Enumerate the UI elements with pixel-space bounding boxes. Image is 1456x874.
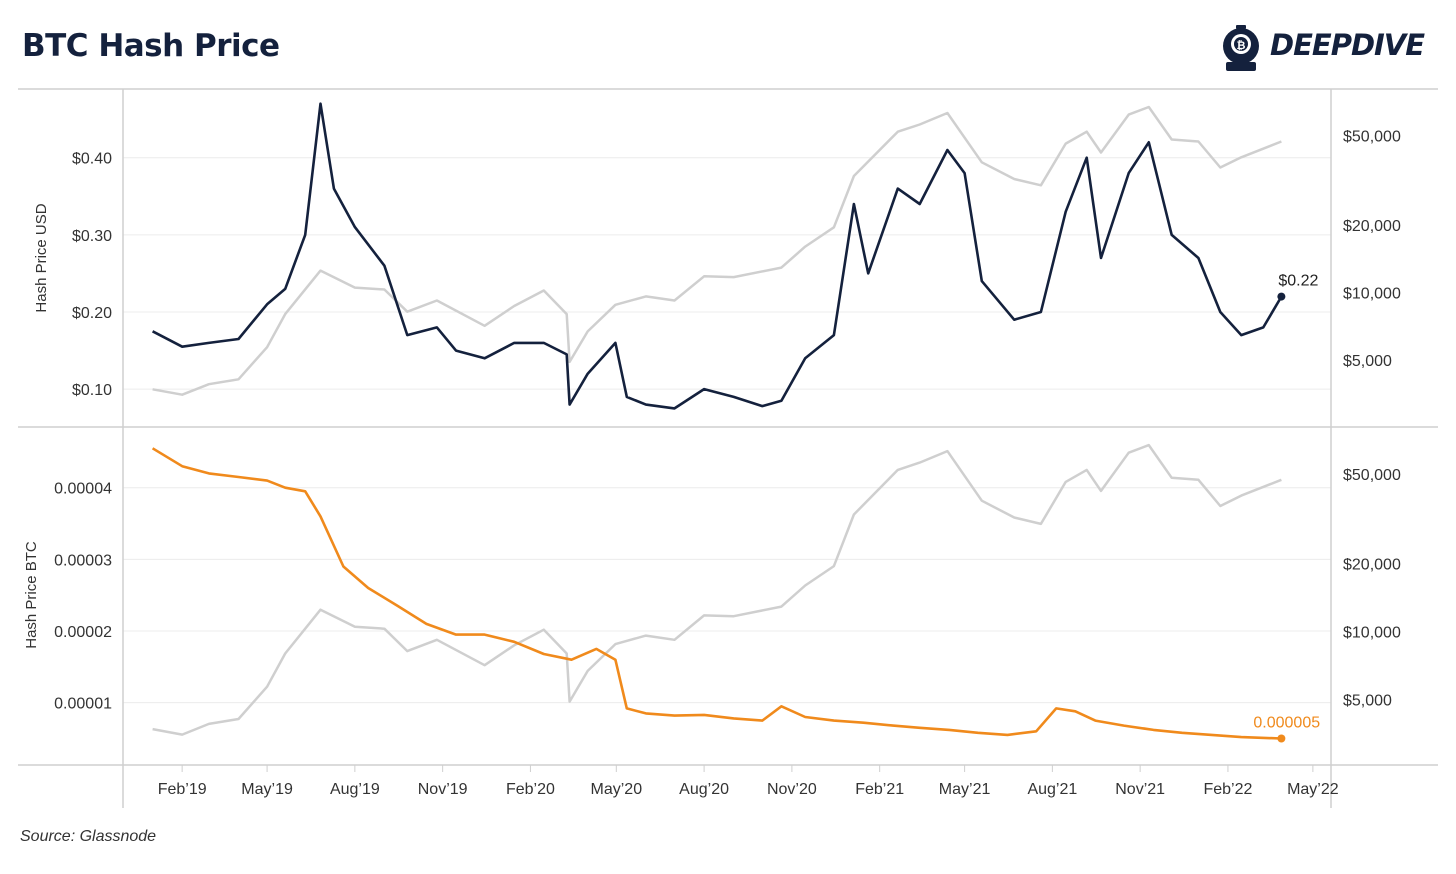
hash-price-usd-line	[151, 102, 1283, 410]
x-tick-label: Aug’19	[330, 781, 380, 798]
series-layer	[151, 102, 1283, 740]
y2-tick-label: $5,000	[1343, 693, 1392, 710]
x-tick-label: Nov’19	[418, 781, 468, 798]
x-tick-label: May’22	[1287, 781, 1339, 798]
y2-tick-label: $50,000	[1343, 467, 1401, 484]
y2-tick-label: $50,000	[1343, 129, 1401, 146]
y-tick-label: $0.30	[72, 228, 112, 245]
y-tick-label: 0.00002	[54, 624, 112, 641]
y-tick-label: 0.00004	[54, 481, 112, 498]
y2-tick-label: $10,000	[1343, 285, 1401, 302]
y-tick-label: $0.10	[72, 382, 112, 399]
x-tick-label: Nov’20	[767, 781, 817, 798]
x-tick-label: Aug’20	[679, 781, 729, 798]
y-axis-title: Hash Price BTC	[23, 541, 40, 649]
y2-tick-label: $5,000	[1343, 353, 1392, 370]
svg-text:₿: ₿	[1237, 39, 1246, 52]
x-tick-label: Nov’21	[1115, 781, 1165, 798]
y-tick-label: 0.00001	[54, 696, 112, 713]
btc-price-layer	[152, 105, 1282, 736]
end-value-label: $0.22	[1278, 273, 1318, 290]
end-point-marker	[1277, 292, 1286, 301]
hash-price-btc-line	[151, 447, 1282, 740]
y2-tick-label: $10,000	[1343, 625, 1401, 642]
x-tick-label: Feb’22	[1203, 781, 1252, 798]
source-note: Source: Glassnode	[20, 828, 157, 845]
x-tick-label: May’21	[939, 781, 991, 798]
y2-tick-label: $20,000	[1343, 557, 1401, 574]
x-tick-label: Feb’21	[855, 781, 904, 798]
y2-tick-label: $20,000	[1343, 218, 1401, 235]
grid-layer	[123, 157, 1331, 704]
label-layer: $0.22 0.000005	[1253, 273, 1320, 743]
axis-layer: $0.10 $0.20 $0.30 $0.40 $5,000 $10,000 $20,000…	[18, 88, 1438, 808]
x-tick-label: May’20	[591, 781, 643, 798]
logo-text: DEEPDIVE	[1270, 28, 1425, 62]
y-axis-title: Hash Price USD	[33, 203, 50, 312]
y-tick-label: $0.40	[72, 151, 112, 168]
y-tick-label: $0.20	[72, 305, 112, 322]
y-tick-label: 0.00003	[54, 552, 112, 569]
x-tick-label: Aug’21	[1027, 781, 1077, 798]
btc-price-line	[152, 443, 1282, 736]
end-value-label: 0.000005	[1253, 715, 1320, 732]
brand-logo: ₿ DEEPDIVE	[1218, 24, 1438, 74]
end-point-marker	[1277, 734, 1286, 743]
btc-price-line	[152, 105, 1282, 396]
x-tick-label: Feb’19	[158, 781, 207, 798]
chart-title: BTC Hash Price	[22, 28, 280, 64]
diving-helmet-icon: ₿	[1223, 25, 1259, 71]
x-tick-label: May’19	[241, 781, 293, 798]
x-tick-label: Feb’20	[506, 781, 555, 798]
